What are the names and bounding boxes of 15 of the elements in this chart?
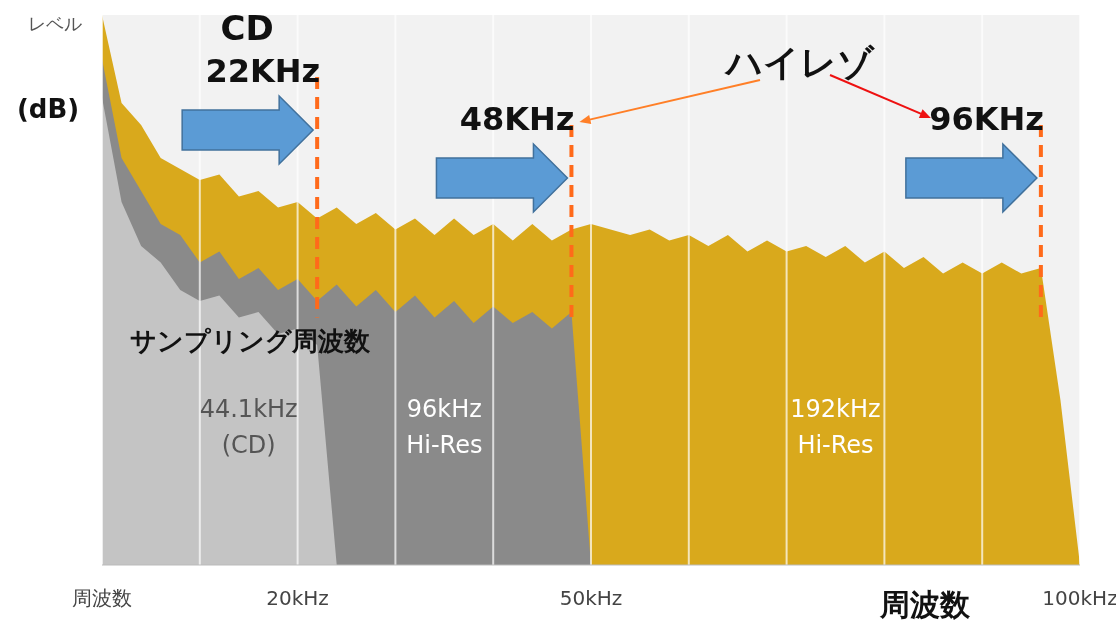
annotation: サンプリング周波数 bbox=[130, 326, 371, 356]
ref-line-label: 96KHz bbox=[929, 100, 1044, 138]
x-tick-label: 周波数 bbox=[72, 586, 132, 610]
annotation: ハイレゾ bbox=[724, 42, 875, 83]
annotation: CD bbox=[220, 8, 274, 48]
x-tick-label: 20kHz bbox=[266, 586, 329, 610]
ref-line-label: 48KHz bbox=[459, 100, 575, 138]
ref-line-label: 22KHz bbox=[205, 52, 321, 90]
series-label: 192kHz Hi-Res bbox=[790, 394, 881, 459]
y-axis-title: レベル bbox=[28, 13, 82, 34]
x-tick-label: 100kHz bbox=[1042, 586, 1116, 610]
series-label: 96kHz Hi-Res bbox=[406, 394, 483, 459]
series-label: 44.1kHz (CD) bbox=[199, 394, 298, 459]
x-tick-label: 50kHz bbox=[559, 586, 623, 610]
text: (dB) bbox=[16, 94, 80, 124]
